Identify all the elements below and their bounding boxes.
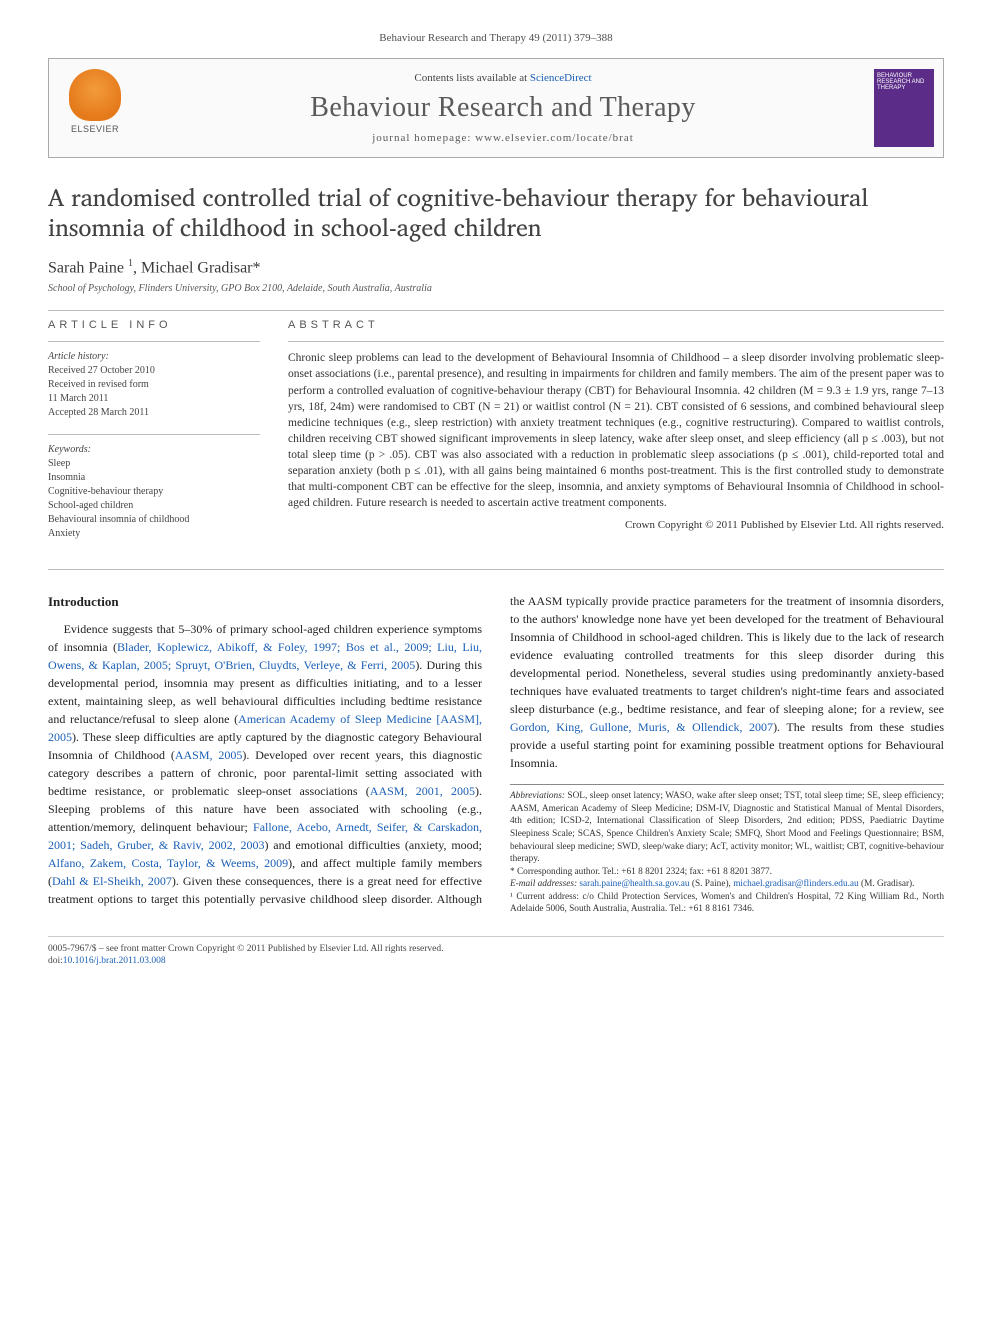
- journal-reference: Behaviour Research and Therapy 49 (2011)…: [48, 32, 944, 44]
- citation-link[interactable]: Fallone, Acebo, Arnedt, Seifer, & Carska…: [48, 820, 482, 852]
- info-divider-2: [48, 434, 260, 435]
- journal-header-box: ELSEVIER Contents lists available at Sci…: [48, 58, 944, 158]
- authors: Sarah Paine 1, Michael Gradisar*: [48, 258, 944, 277]
- homepage-line: journal homepage: www.elsevier.com/locat…: [147, 132, 859, 144]
- homepage-prefix: journal homepage:: [372, 132, 475, 144]
- keyword: Cognitive-behaviour therapy: [48, 485, 260, 499]
- info-abstract-row: ARTICLE INFO Article history: Received 2…: [48, 319, 944, 555]
- body-two-column: Introduction Evidence suggests that 5–30…: [48, 592, 944, 915]
- footer-doi: doi:10.1016/j.brat.2011.03.008: [48, 955, 944, 967]
- abbrev-text: SOL, sleep onset latency; WASO, wake aft…: [510, 791, 944, 864]
- corresponding-author-footnote: * Corresponding author. Tel.: +61 8 8201…: [510, 866, 944, 879]
- article-history-block: Article history: Received 27 October 201…: [48, 350, 260, 420]
- contents-prefix: Contents lists available at: [414, 72, 529, 84]
- email-who-1: (S. Paine),: [690, 879, 734, 889]
- citation-link[interactable]: Alfano, Zakem, Costa, Taylor, & Weems, 2…: [48, 856, 288, 870]
- abstract-divider: [288, 341, 944, 342]
- keyword: Behavioural insomnia of childhood: [48, 513, 260, 527]
- affiliation: School of Psychology, Flinders Universit…: [48, 283, 944, 294]
- journal-cover-thumbnail: BEHAVIOUR RESEARCH AND THERAPY: [874, 69, 934, 147]
- keyword: Anxiety: [48, 527, 260, 541]
- email-who-2: (M. Gradisar).: [859, 879, 915, 889]
- email-footnote: E-mail addresses: sarah.paine@health.sa.…: [510, 878, 944, 891]
- history-line: Accepted 28 March 2011: [48, 406, 260, 420]
- doi-label: doi:: [48, 956, 63, 966]
- keywords-label: Keywords:: [48, 443, 260, 457]
- email-link-2[interactable]: michael.gradisar@flinders.edu.au: [733, 879, 859, 889]
- page-footer: 0005-7967/$ – see front matter Crown Cop…: [48, 936, 944, 968]
- divider-top: [48, 310, 944, 311]
- citation-link[interactable]: American Academy of Sleep Medicine [AASM…: [48, 712, 482, 744]
- article-title: A randomised controlled trial of cogniti…: [48, 182, 944, 242]
- history-line: 11 March 2011: [48, 392, 260, 406]
- publisher-logo-cell: ELSEVIER: [49, 59, 141, 157]
- article-info-column: ARTICLE INFO Article history: Received 2…: [48, 319, 260, 555]
- citation-link[interactable]: AASM, 2001, 2005: [370, 784, 475, 798]
- elsevier-logo: ELSEVIER: [60, 69, 130, 147]
- introduction-heading: Introduction: [48, 592, 482, 612]
- abstract-text: Chronic sleep problems can lead to the d…: [288, 350, 944, 511]
- keyword: Sleep: [48, 457, 260, 471]
- citation-link[interactable]: AASM, 2005: [175, 748, 243, 762]
- sciencedirect-link[interactable]: ScienceDirect: [530, 72, 592, 84]
- keywords-block: Keywords: Sleep Insomnia Cognitive-behav…: [48, 443, 260, 541]
- citation-link[interactable]: Dahl & El-Sheikh, 2007: [52, 874, 172, 888]
- footnotes-block: Abbreviations: SOL, sleep onset latency;…: [510, 784, 944, 915]
- keyword: School-aged children: [48, 499, 260, 513]
- keyword: Insomnia: [48, 471, 260, 485]
- abstract-copyright: Crown Copyright © 2011 Published by Else…: [288, 519, 944, 531]
- email-link-1[interactable]: sarah.paine@health.sa.gov.au: [579, 879, 689, 889]
- journal-title: Behaviour Research and Therapy: [147, 92, 859, 124]
- divider-bottom: [48, 569, 944, 570]
- header-center: Contents lists available at ScienceDirec…: [141, 59, 865, 157]
- history-line: Received 27 October 2010: [48, 364, 260, 378]
- footer-copyright: 0005-7967/$ – see front matter Crown Cop…: [48, 943, 944, 955]
- info-divider-1: [48, 341, 260, 342]
- history-line: Received in revised form: [48, 378, 260, 392]
- citation-link[interactable]: Blader, Koplewicz, Abikoff, & Foley, 199…: [48, 640, 482, 672]
- elsevier-tree-icon: [69, 69, 121, 121]
- publisher-name: ELSEVIER: [71, 124, 119, 134]
- email-label: E-mail addresses:: [510, 879, 579, 889]
- abbrev-label: Abbreviations:: [510, 791, 565, 801]
- abstract-caption: ABSTRACT: [288, 319, 944, 331]
- homepage-url: www.elsevier.com/locate/brat: [475, 132, 634, 144]
- cover-thumb-cell: BEHAVIOUR RESEARCH AND THERAPY: [865, 59, 943, 157]
- cover-text: BEHAVIOUR RESEARCH AND THERAPY: [877, 73, 931, 91]
- citation-link[interactable]: Gordon, King, Gullone, Muris, & Ollendic…: [510, 720, 773, 734]
- doi-link[interactable]: 10.1016/j.brat.2011.03.008: [63, 956, 166, 966]
- abstract-column: ABSTRACT Chronic sleep problems can lead…: [288, 319, 944, 555]
- article-info-caption: ARTICLE INFO: [48, 319, 260, 331]
- abbreviations-footnote: Abbreviations: SOL, sleep onset latency;…: [510, 790, 944, 865]
- contents-line: Contents lists available at ScienceDirec…: [147, 72, 859, 84]
- current-address-footnote: ¹ Current address: c/o Child Protection …: [510, 891, 944, 916]
- history-label: Article history:: [48, 350, 260, 364]
